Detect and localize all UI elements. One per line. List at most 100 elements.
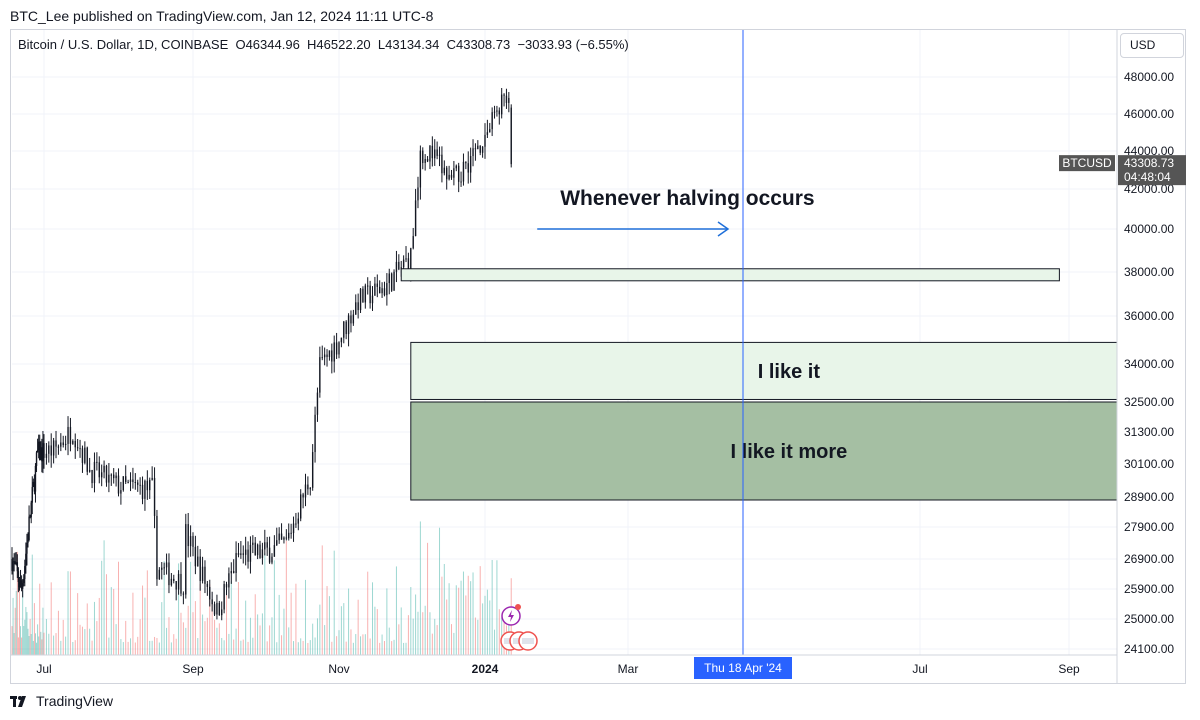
candle-body	[156, 515, 158, 580]
candle-body	[98, 462, 100, 478]
candle-body	[276, 540, 278, 546]
volume-bar	[398, 624, 400, 655]
volume-bar	[467, 575, 469, 655]
candle-body	[484, 134, 486, 147]
currency-button[interactable]: USD	[1120, 33, 1184, 58]
volume-bar	[482, 603, 484, 655]
volume-bar	[422, 612, 424, 655]
candle-body	[110, 474, 112, 476]
candle-body	[158, 569, 161, 580]
candle-body	[149, 479, 151, 491]
candle-body	[137, 482, 139, 485]
volume-bar	[273, 560, 275, 655]
volume-bar	[472, 572, 474, 655]
candle-body	[493, 111, 496, 113]
candle-body	[48, 445, 50, 454]
volume-bar	[62, 619, 64, 655]
volume-bar	[137, 636, 139, 655]
candle-body	[206, 583, 209, 587]
candle-body	[378, 286, 381, 294]
candle-body	[19, 580, 22, 588]
volume-bar	[362, 634, 364, 655]
volume-bar	[134, 642, 136, 655]
volume-bar	[146, 570, 148, 655]
candle-body	[383, 288, 386, 296]
volume-bar	[281, 635, 283, 655]
volume-bar	[53, 635, 55, 655]
volume-bar	[496, 560, 498, 655]
candle-body	[151, 477, 153, 480]
volume-bar	[199, 584, 201, 655]
volume-bar	[209, 584, 211, 655]
candle-body	[192, 536, 194, 547]
price-tick-label: 48000.00	[1124, 70, 1174, 84]
volume-bar	[11, 626, 13, 655]
volume-bar	[15, 590, 17, 655]
time-tick-label: Jul	[36, 662, 51, 676]
volume-bar	[415, 594, 417, 655]
tradingview-logo-icon	[10, 695, 30, 707]
volume-bar	[151, 640, 153, 655]
price-tick-label: 24100.00	[1124, 642, 1174, 656]
candle-body	[505, 95, 508, 103]
volume-bar	[57, 610, 59, 655]
volume-bar	[489, 600, 491, 655]
time-tick-label: 2024	[472, 662, 499, 676]
candle-body	[304, 484, 307, 498]
candle-body	[467, 163, 469, 173]
volume-bar	[424, 605, 426, 655]
candle-body	[290, 532, 292, 534]
candle-body	[273, 545, 276, 557]
candle-body	[37, 441, 40, 450]
volume-bar	[33, 603, 35, 655]
volume-bar	[405, 642, 407, 655]
volume-bar	[249, 617, 251, 655]
price-tick-label: 44000.00	[1124, 144, 1174, 158]
volume-bar	[474, 617, 476, 655]
volume-bar	[247, 641, 249, 655]
volume-bar	[30, 634, 32, 655]
candle-body	[235, 553, 237, 574]
volume-bar	[434, 618, 436, 655]
price-tick-label: 46000.00	[1124, 107, 1174, 121]
candle-body	[221, 609, 223, 616]
price-tick-label: 34000.00	[1124, 357, 1174, 371]
volume-bar	[484, 595, 486, 655]
candle-body	[369, 285, 371, 304]
volume-bar	[348, 588, 350, 655]
candle-body	[429, 145, 431, 162]
candle-body	[237, 553, 240, 555]
zone-label: I like it	[758, 361, 821, 383]
volume-bar	[79, 624, 81, 655]
candle-body	[211, 599, 213, 605]
volume-bar	[93, 601, 95, 655]
price-tick-label: 32500.00	[1124, 395, 1174, 409]
volume-bar	[302, 640, 304, 655]
volume-bar	[276, 642, 278, 655]
candle-body	[189, 536, 192, 547]
candle-body	[333, 342, 335, 362]
volume-bar	[17, 637, 19, 655]
candle-body	[340, 337, 343, 343]
candle-body	[259, 544, 261, 558]
candle-body	[218, 602, 221, 616]
candle-body	[96, 461, 98, 463]
candle-body	[201, 566, 204, 582]
volume-bar	[355, 634, 357, 655]
zones: I like it I like it more	[400, 268, 1118, 501]
volume-bar	[264, 553, 266, 655]
candle-body	[34, 465, 37, 492]
candle-body	[26, 542, 28, 554]
symbol-info: Bitcoin / U.S. Dollar, 1D, COINBASE O463…	[18, 37, 629, 52]
time-tick-label: Sep	[1058, 662, 1080, 676]
volume-bar	[77, 593, 79, 655]
candle-body	[364, 285, 367, 303]
volume-bar	[443, 563, 445, 655]
candle-body	[18, 582, 21, 588]
candle-body	[81, 448, 84, 463]
candle-body	[249, 544, 252, 562]
volume-bar	[204, 621, 206, 655]
candle-body	[357, 302, 359, 311]
candle-body	[309, 487, 311, 490]
